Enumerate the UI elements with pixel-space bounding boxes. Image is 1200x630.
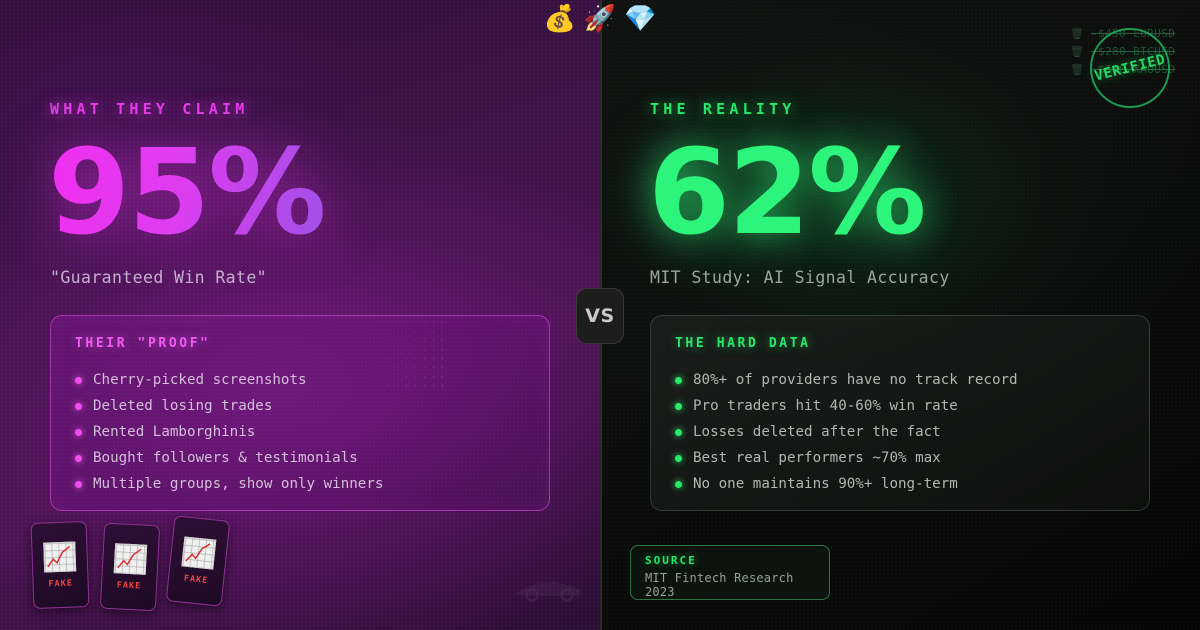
bullet-dot-icon bbox=[675, 454, 682, 462]
lamborghini-silhouette-icon bbox=[512, 570, 584, 606]
source-value: MIT Fintech Research 2023 bbox=[645, 571, 794, 599]
emoji-row: 💰 🚀 💎 bbox=[0, 6, 1200, 32]
list-item-label: Bought followers & testimonials bbox=[93, 450, 358, 466]
bullet-dot-icon bbox=[75, 376, 82, 384]
vs-badge: VS bbox=[576, 288, 624, 344]
list-item-label: Best real performers ~70% max bbox=[693, 450, 941, 466]
bullet-dot-icon bbox=[75, 402, 82, 410]
list-item-label: Rented Lamborghinis bbox=[93, 424, 256, 440]
fake-screenshot-card: FAKE bbox=[165, 515, 231, 607]
their-proof-card: THEIR "PROOF" Cherry-picked screenshots … bbox=[50, 315, 550, 511]
list-item: Pro traders hit 40-60% win rate bbox=[675, 393, 1125, 419]
bullet-dot-icon bbox=[75, 454, 82, 462]
bullet-dot-icon bbox=[675, 402, 682, 410]
fake-screenshot-stack: FAKE FAKE FAKE bbox=[28, 515, 268, 616]
list-item: 80%+ of providers have no track record bbox=[675, 367, 1125, 393]
bullet-dot-icon bbox=[675, 376, 682, 384]
list-item-label: Cherry-picked screenshots bbox=[93, 372, 307, 388]
bullet-dot-icon bbox=[75, 480, 82, 488]
trash-icon: 🗑 bbox=[1070, 62, 1084, 76]
source-box: SOURCE MIT Fintech Research 2023 bbox=[630, 545, 830, 600]
claim-stat: 95% bbox=[48, 123, 326, 261]
list-item: Deleted losing trades bbox=[75, 393, 525, 419]
gem-icon: 💎 bbox=[624, 4, 657, 34]
bullet-dot-icon bbox=[675, 428, 682, 436]
list-item: Best real performers ~70% max bbox=[675, 445, 1125, 471]
claim-kicker: WHAT THEY CLAIM bbox=[50, 100, 249, 118]
hard-data-card: THE HARD DATA 80%+ of providers have no … bbox=[650, 315, 1150, 511]
hard-data-list: 80%+ of providers have no track record P… bbox=[675, 367, 1125, 497]
trash-icon: 🗑 bbox=[1070, 44, 1084, 58]
fake-label: FAKE bbox=[48, 578, 74, 589]
verified-stamp: VERIFIED bbox=[1090, 28, 1170, 108]
chart-thumbnail-icon bbox=[181, 535, 217, 570]
fake-label: FAKE bbox=[116, 579, 142, 592]
bullet-dot-icon bbox=[75, 428, 82, 436]
list-item: Losses deleted after the fact bbox=[675, 419, 1125, 445]
list-item: Cherry-picked screenshots bbox=[75, 367, 525, 393]
verified-stamp-label: VERIFIED bbox=[1093, 51, 1167, 85]
fake-label: FAKE bbox=[183, 573, 209, 586]
claim-subline: "Guaranteed Win Rate" bbox=[50, 268, 268, 287]
list-item-label: Pro traders hit 40-60% win rate bbox=[693, 398, 958, 414]
bullet-dot-icon bbox=[675, 480, 682, 488]
rocket-icon: 🚀 bbox=[583, 4, 617, 34]
list-item-label: No one maintains 90%+ long-term bbox=[693, 476, 958, 492]
list-item: Bought followers & testimonials bbox=[75, 445, 525, 471]
hard-data-title: THE HARD DATA bbox=[675, 336, 811, 351]
reality-stat: 62% bbox=[648, 123, 926, 261]
list-item-label: Multiple groups, show only winners bbox=[93, 476, 384, 492]
their-proof-list: Cherry-picked screenshots Deleted losing… bbox=[75, 367, 525, 497]
money-bag-icon: 💰 bbox=[543, 4, 576, 34]
reality-kicker: THE REALITY bbox=[650, 100, 796, 118]
their-proof-title: THEIR "PROOF" bbox=[75, 336, 211, 351]
reality-subline: MIT Study: AI Signal Accuracy bbox=[650, 268, 950, 287]
list-item-label: Losses deleted after the fact bbox=[693, 424, 941, 440]
list-item: Multiple groups, show only winners bbox=[75, 471, 525, 497]
list-item-label: 80%+ of providers have no track record bbox=[693, 372, 1018, 388]
chart-thumbnail-icon bbox=[43, 540, 77, 573]
fake-screenshot-card: FAKE bbox=[30, 521, 90, 609]
list-item: No one maintains 90%+ long-term bbox=[675, 471, 1125, 497]
list-item-label: Deleted losing trades bbox=[93, 398, 273, 414]
chart-thumbnail-icon bbox=[113, 542, 148, 575]
fake-screenshot-card: FAKE bbox=[99, 522, 161, 612]
list-item: Rented Lamborghinis bbox=[75, 419, 525, 445]
sparkle-decoration bbox=[330, 318, 450, 388]
trash-icon: 🗑 bbox=[1070, 26, 1084, 40]
source-label: SOURCE bbox=[645, 554, 697, 567]
